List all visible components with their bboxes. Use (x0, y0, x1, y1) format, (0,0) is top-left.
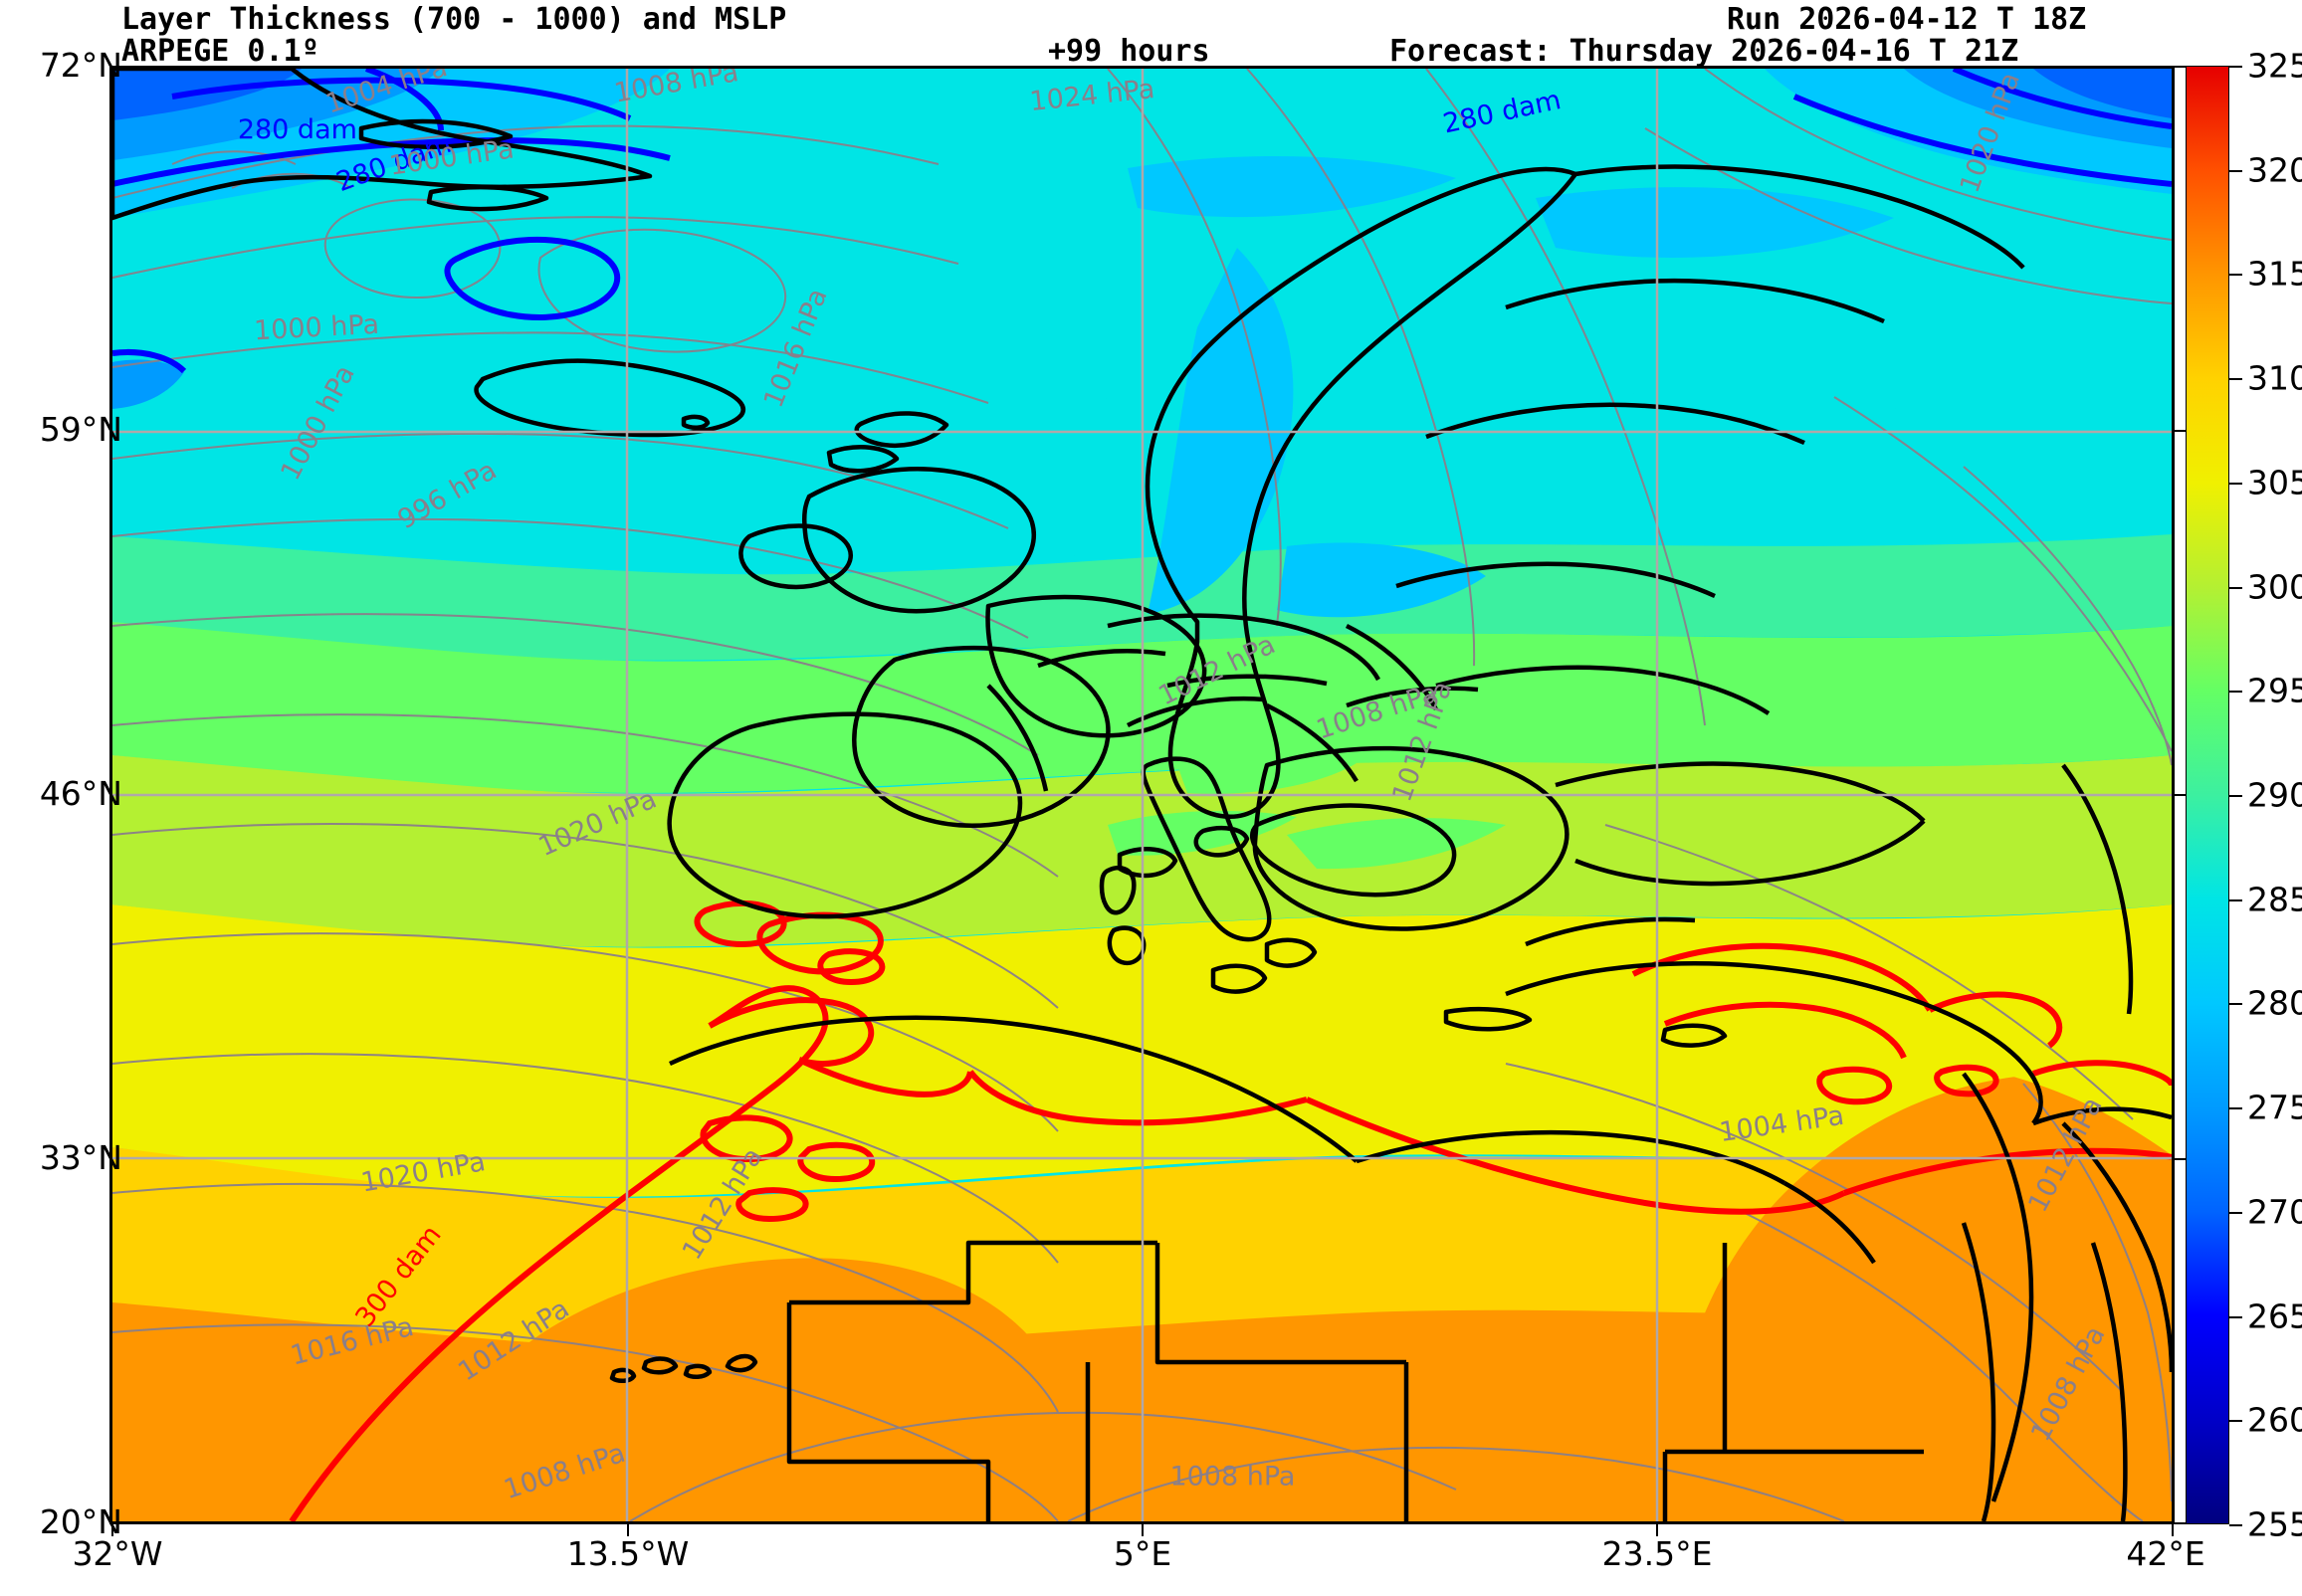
y-tick-33 (2175, 1158, 2187, 1160)
colorbar-label-310: 310 (2247, 358, 2302, 398)
colorbar-gradient (2187, 67, 2228, 1523)
colorbar[interactable] (2186, 66, 2229, 1524)
y-tick-46 (2175, 794, 2187, 796)
colorbar-tick-260 (2229, 1420, 2242, 1423)
map-canvas: 280 dam 280 dam 280 dam 300 dam 1000 hPa 1000… (112, 69, 2172, 1521)
colorbar-label-320: 320 (2247, 150, 2302, 190)
chart-header: Layer Thickness (700 - 1000) and MSLP AR… (0, 0, 2302, 69)
x-tick-5e (1142, 1524, 1144, 1536)
colorbar-tick-300 (2229, 586, 2242, 589)
y-tick-20 (2175, 1522, 2187, 1524)
colorbar-label-325: 325 (2247, 46, 2302, 86)
x-label-13-5w: 13.5°W (566, 1534, 690, 1573)
contour-label: 280 dam (238, 114, 357, 145)
contour-label: 1000 hPa (253, 309, 379, 347)
x-label-42e: 42°E (2126, 1534, 2205, 1573)
colorbar-tick-315 (2229, 274, 2242, 277)
colorbar-tick-325 (2229, 66, 2242, 68)
page-title: Layer Thickness (700 - 1000) and MSLP (121, 2, 787, 37)
x-label-5e: 5°E (1113, 1534, 1172, 1573)
x-tick-13-5w (627, 1524, 629, 1536)
colorbar-tick-280 (2229, 1003, 2242, 1006)
colorbar-tick-265 (2229, 1315, 2242, 1318)
colorbar-label-295: 295 (2247, 671, 2302, 710)
y-label-20: 20°N (39, 1502, 122, 1541)
lead-time-label: +99 hours (1048, 34, 1210, 69)
colorbar-tick-310 (2229, 378, 2242, 381)
y-label-72: 72°N (39, 46, 122, 85)
x-tick-23-5e (1656, 1524, 1658, 1536)
y-tick-59 (2175, 430, 2187, 432)
colorbar-tick-275 (2229, 1107, 2242, 1110)
colorbar-label-270: 270 (2247, 1192, 2302, 1232)
colorbar-label-315: 315 (2247, 254, 2302, 294)
colorbar-tick-295 (2229, 691, 2242, 694)
model-label: ARPEGE 0.1º (121, 34, 319, 69)
y-label-33: 33°N (39, 1138, 122, 1177)
colorbar-tick-270 (2229, 1211, 2242, 1214)
x-tick-42e (2172, 1524, 2174, 1536)
colorbar-tick-255 (2229, 1524, 2242, 1526)
colorbar-label-305: 305 (2247, 463, 2302, 502)
colorbar-tick-285 (2229, 898, 2242, 901)
y-tick-72 (2175, 66, 2187, 68)
x-label-23-5e: 23.5°E (1601, 1534, 1713, 1573)
colorbar-label-300: 300 (2247, 567, 2302, 607)
run-time-label: Run 2026-04-12 T 18Z (1727, 2, 2087, 37)
colorbar-tick-290 (2229, 795, 2242, 797)
colorbar-label-260: 260 (2247, 1400, 2302, 1440)
colorbar-label-290: 290 (2247, 775, 2302, 815)
forecast-valid-label: Forecast: Thursday 2026-04-16 T 21Z (1389, 34, 2019, 69)
x-tick-32w (111, 1524, 113, 1536)
colorbar-label-255: 255 (2247, 1504, 2302, 1544)
y-label-46: 46°N (39, 774, 122, 813)
contour-label: 1008 hPa (1169, 1462, 1295, 1493)
colorbar-label-275: 275 (2247, 1088, 2302, 1127)
x-label-32w: 32°W (72, 1534, 163, 1573)
weather-map-plot: 280 dam 280 dam 280 dam 300 dam 1000 hPa 1000… (109, 66, 2175, 1524)
colorbar-label-280: 280 (2247, 983, 2302, 1023)
colorbar-label-265: 265 (2247, 1297, 2302, 1336)
y-label-59: 59°N (39, 410, 122, 449)
colorbar-label-285: 285 (2247, 880, 2302, 919)
colorbar-tick-320 (2229, 169, 2242, 172)
colorbar-tick-305 (2229, 482, 2242, 485)
